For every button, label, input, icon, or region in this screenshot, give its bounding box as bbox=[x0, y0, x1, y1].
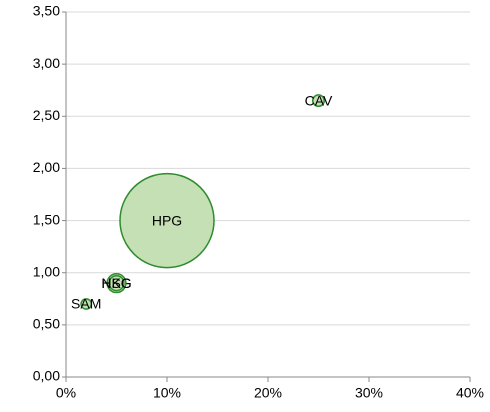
y-tick-label: 0,50 bbox=[33, 316, 60, 332]
y-tick-label: 3,50 bbox=[33, 3, 60, 19]
data-label: NKG bbox=[101, 275, 131, 291]
y-tick-label: 1,00 bbox=[33, 263, 60, 279]
data-label: HSG bbox=[101, 275, 131, 291]
bubble bbox=[311, 94, 326, 108]
y-tick-label: 3,00 bbox=[33, 55, 60, 71]
data-label: HPG bbox=[152, 212, 182, 228]
y-tick-label: 2,00 bbox=[33, 159, 60, 175]
bubble bbox=[108, 274, 125, 292]
data-label: SAM bbox=[71, 296, 101, 312]
x-tick-label: 40% bbox=[456, 385, 484, 401]
data-label: CAV bbox=[305, 92, 333, 108]
x-tick-label: 10% bbox=[153, 385, 181, 401]
bubble bbox=[80, 298, 93, 310]
y-tick-label: 0,00 bbox=[33, 368, 60, 384]
y-tick-label: 2,50 bbox=[33, 107, 60, 123]
bubble bbox=[119, 172, 215, 269]
x-tick-label: 30% bbox=[355, 385, 383, 401]
x-tick-label: 20% bbox=[254, 385, 282, 401]
y-tick-label: 1,50 bbox=[33, 211, 60, 227]
x-tick-label: 0% bbox=[56, 385, 76, 401]
